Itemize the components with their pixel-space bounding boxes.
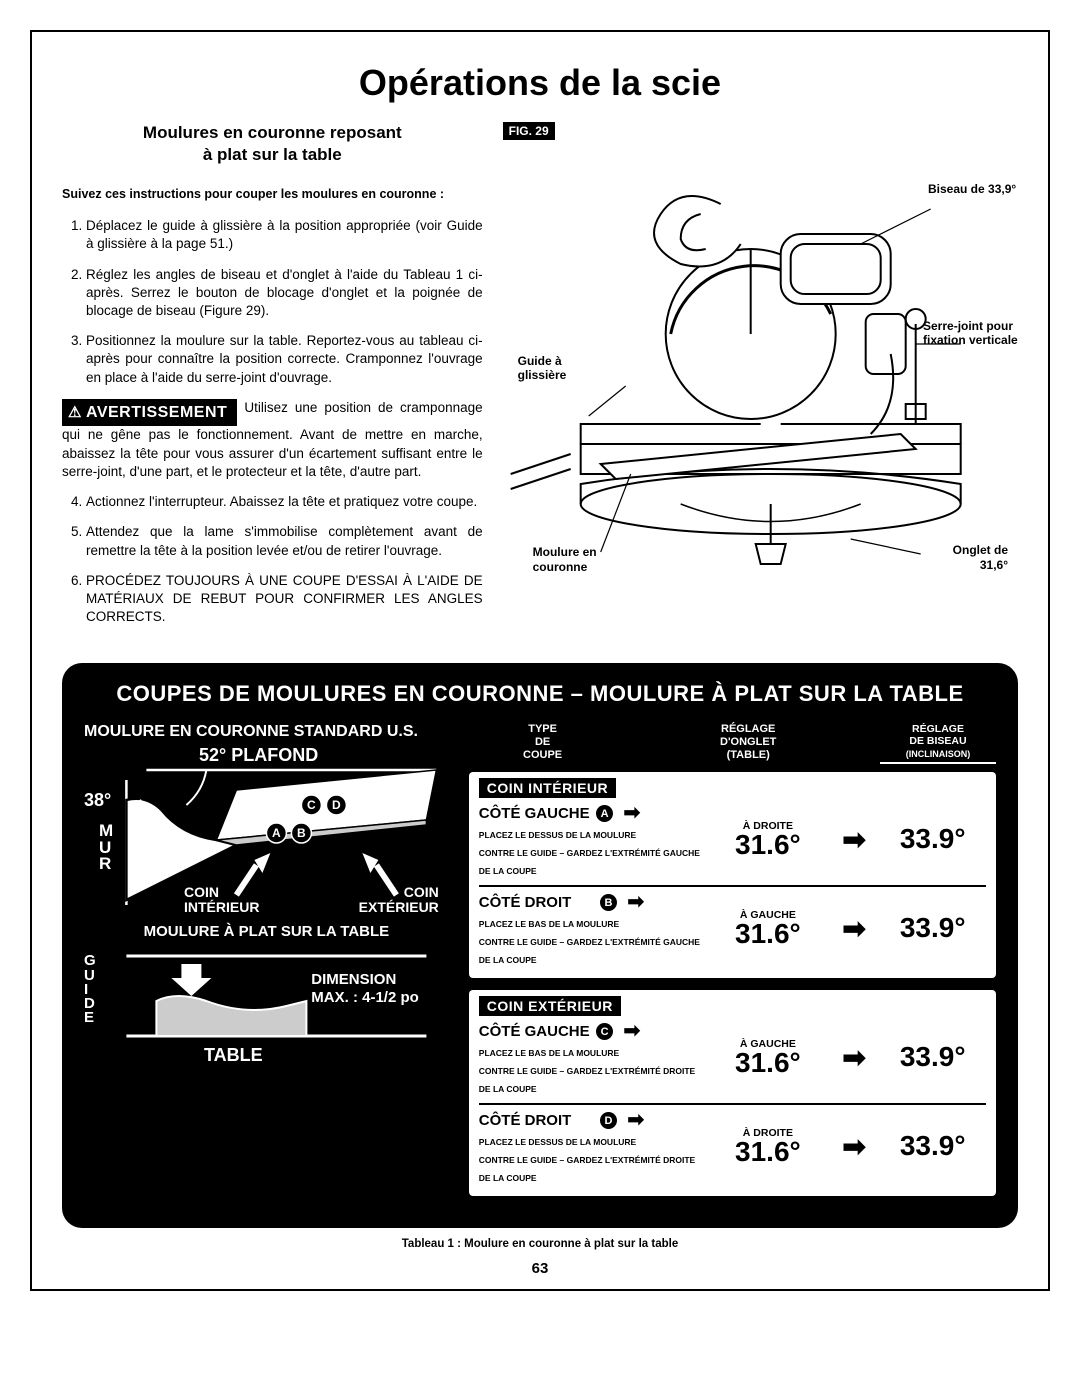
interior-corner-box: COIN INTÉRIEUR CÔTÉ GAUCHE A ➡ PLACEZ LE… bbox=[469, 772, 996, 978]
warning-label-text: AVERTISSEMENT bbox=[86, 404, 227, 421]
steps-list: Déplacez le guide à glissière à la posit… bbox=[62, 217, 483, 387]
step-2: Réglez les angles de biseau et d'onglet … bbox=[86, 266, 483, 321]
side-right-b: CÔTÉ DROIT bbox=[479, 894, 572, 911]
bevel-b: 33.9° bbox=[879, 915, 986, 940]
standard-title: MOULURE EN COURONNE STANDARD U.S. bbox=[84, 723, 449, 741]
panel-right: TYPEDECOUPE RÉGLAGED'ONGLET(TABLE) RÉGLA… bbox=[469, 723, 996, 1207]
subtitle-line1: Moulures en couronne reposant bbox=[143, 123, 402, 142]
flat-title: MOULURE À PLAT SUR LA TABLE bbox=[84, 923, 449, 940]
svg-text:C: C bbox=[307, 798, 316, 812]
ceiling-label: 52° PLAFOND bbox=[199, 745, 318, 766]
saw-diagram: Biseau de 33,9° Serre-joint pour fixatio… bbox=[503, 144, 1018, 574]
page-frame: Opérations de la scie Moulures en couron… bbox=[30, 30, 1050, 1291]
subtitle: Moulures en couronne reposant à plat sur… bbox=[62, 122, 483, 166]
big-arrow-c: ➡ bbox=[829, 1041, 880, 1074]
row-C: CÔTÉ GAUCHE C ➡ PLACEZ LE BAS DE LA MOUL… bbox=[479, 1018, 986, 1097]
arrow-icon: ➡ bbox=[624, 1018, 641, 1043]
big-arrow-d: ➡ bbox=[829, 1130, 880, 1163]
instructions-column: Moulures en couronne reposant à plat sur… bbox=[62, 122, 483, 638]
figure-column: FIG. 29 bbox=[503, 122, 1018, 638]
callout-bevel: Biseau de 33,9° bbox=[928, 182, 1018, 196]
column-headers: TYPEDECOUPE RÉGLAGED'ONGLET(TABLE) RÉGLA… bbox=[469, 723, 996, 763]
note-a1: PLACEZ LE DESSUS DE LA MOULURE bbox=[479, 830, 636, 840]
miter-a: 31.6° bbox=[707, 832, 829, 857]
hdr-type: TYPEDECOUPE bbox=[469, 723, 617, 763]
panel-body: MOULURE EN COURONNE STANDARD U.S. bbox=[84, 723, 996, 1207]
table-diagram: GUIDE DIMENSIONMAX. : 4-1/2 po TABLE bbox=[84, 946, 449, 1066]
letter-d-icon: D bbox=[600, 1112, 617, 1129]
lead-text: Suivez ces instructions pour couper les … bbox=[62, 186, 483, 203]
hdr-miter: RÉGLAGED'ONGLET(TABLE) bbox=[701, 723, 796, 763]
exterior-corner-box: COIN EXTÉRIEUR CÔTÉ GAUCHE C ➡ PLACEZ LE… bbox=[469, 990, 996, 1196]
callout-fence: Guide à glissière bbox=[518, 354, 598, 383]
miter-c: 31.6° bbox=[707, 1050, 829, 1075]
coin-int-label: COININTÉRIEUR bbox=[184, 885, 259, 916]
upper-section: Moulures en couronne reposant à plat sur… bbox=[62, 122, 1018, 638]
callout-crown: Moulure en couronne bbox=[533, 545, 623, 574]
bevel-d: 33.9° bbox=[879, 1133, 986, 1158]
coin-ext-label: COINEXTÉRIEUR bbox=[359, 885, 439, 916]
dimension-label: DIMENSIONMAX. : 4-1/2 po bbox=[311, 971, 419, 1007]
letter-c-icon: C bbox=[596, 1023, 613, 1040]
arrow-icon: ➡ bbox=[627, 1107, 644, 1132]
step-5: Attendez que la lame s'immobilise complè… bbox=[86, 523, 483, 559]
angle38-label: 38° bbox=[84, 790, 111, 811]
bevel-c: 33.9° bbox=[879, 1044, 986, 1069]
big-arrow-b: ➡ bbox=[829, 912, 880, 945]
ceiling-diagram: C D A B 52° PLAFOND 38° MUR COININTÉRIEU… bbox=[84, 745, 449, 915]
coin-exterieur-label: COIN EXTÉRIEUR bbox=[479, 996, 621, 1016]
arrow-icon: ➡ bbox=[627, 889, 644, 914]
hdr-bevel: RÉGLAGEDE BISEAU(INCLINAISON) bbox=[880, 723, 996, 763]
letter-a-icon: A bbox=[596, 805, 613, 822]
step-3: Positionnez la moulure sur la table. Rep… bbox=[86, 332, 483, 387]
letter-b-icon: B bbox=[600, 894, 617, 911]
guide-label: GUIDE bbox=[84, 954, 96, 1025]
row-A: CÔTÉ GAUCHE A ➡ PLACEZ LE DESSUS DE LA M… bbox=[479, 800, 986, 879]
step-1: Déplacez le guide à glissière à la posit… bbox=[86, 217, 483, 253]
note-b1: PLACEZ LE BAS DE LA MOULURE bbox=[479, 919, 619, 929]
row-B: CÔTÉ DROIT B ➡ PLACEZ LE BAS DE LA MOULU… bbox=[479, 889, 986, 968]
steps-list-2: Actionnez l'interrupteur. Abaissez la tê… bbox=[62, 493, 483, 626]
callout-miter: Onglet de 31,6° bbox=[928, 543, 1008, 572]
side-left-c: CÔTÉ GAUCHE bbox=[479, 1023, 590, 1040]
warning-box: ⚠AVERTISSEMENT Utilisez une position de … bbox=[62, 399, 483, 481]
bevel-a: 33.9° bbox=[879, 826, 986, 851]
step-6: PROCÉDEZ TOUJOURS À UNE COUPE D'ESSAI À … bbox=[86, 572, 483, 627]
note-c1: PLACEZ LE BAS DE LA MOULURE bbox=[479, 1048, 619, 1058]
note-d2: CONTRE LE GUIDE – GARDEZ L'EXTRÉMITÉ DRO… bbox=[479, 1155, 695, 1183]
warning-label: ⚠AVERTISSEMENT bbox=[62, 399, 237, 427]
big-arrow-a: ➡ bbox=[829, 823, 880, 856]
miter-b: 31.6° bbox=[707, 921, 829, 946]
divider bbox=[479, 1103, 986, 1105]
table-caption: Tableau 1 : Moulure en couronne à plat s… bbox=[62, 1238, 1018, 1250]
crown-cut-panel: COUPES DE MOULURES EN COURONNE – MOULURE… bbox=[62, 663, 1018, 1227]
divider bbox=[479, 885, 986, 887]
step-4: Actionnez l'interrupteur. Abaissez la tê… bbox=[86, 493, 483, 511]
panel-title: COUPES DE MOULURES EN COURONNE – MOULURE… bbox=[84, 681, 996, 707]
page-number: 63 bbox=[62, 1260, 1018, 1277]
note-a2: CONTRE LE GUIDE – GARDEZ L'EXTRÉMITÉ GAU… bbox=[479, 848, 700, 876]
miter-d: 31.6° bbox=[707, 1139, 829, 1164]
arrow-icon: ➡ bbox=[624, 800, 641, 825]
note-d1: PLACEZ LE DESSUS DE LA MOULURE bbox=[479, 1137, 636, 1147]
side-left-a: CÔTÉ GAUCHE bbox=[479, 805, 590, 822]
callout-clamp: Serre-joint pour fixation verticale bbox=[923, 319, 1023, 348]
warning-icon: ⚠ bbox=[68, 403, 82, 423]
subtitle-line2: à plat sur la table bbox=[203, 145, 342, 164]
figure-label: FIG. 29 bbox=[503, 122, 555, 140]
note-c2: CONTRE LE GUIDE – GARDEZ L'EXTRÉMITÉ DRO… bbox=[479, 1066, 695, 1094]
page-title: Opérations de la scie bbox=[62, 62, 1018, 104]
table-label: TABLE bbox=[204, 1045, 263, 1066]
panel-left: MOULURE EN COURONNE STANDARD U.S. bbox=[84, 723, 449, 1207]
side-right-d: CÔTÉ DROIT bbox=[479, 1112, 572, 1129]
row-D: CÔTÉ DROIT D ➡ PLACEZ LE DESSUS DE LA MO… bbox=[479, 1107, 986, 1186]
wall-label: MUR bbox=[99, 823, 113, 871]
svg-text:A: A bbox=[272, 826, 281, 840]
coin-interieur-label: COIN INTÉRIEUR bbox=[479, 778, 616, 798]
svg-text:D: D bbox=[332, 798, 341, 812]
note-b2: CONTRE LE GUIDE – GARDEZ L'EXTRÉMITÉ GAU… bbox=[479, 937, 700, 965]
svg-text:B: B bbox=[297, 826, 306, 840]
